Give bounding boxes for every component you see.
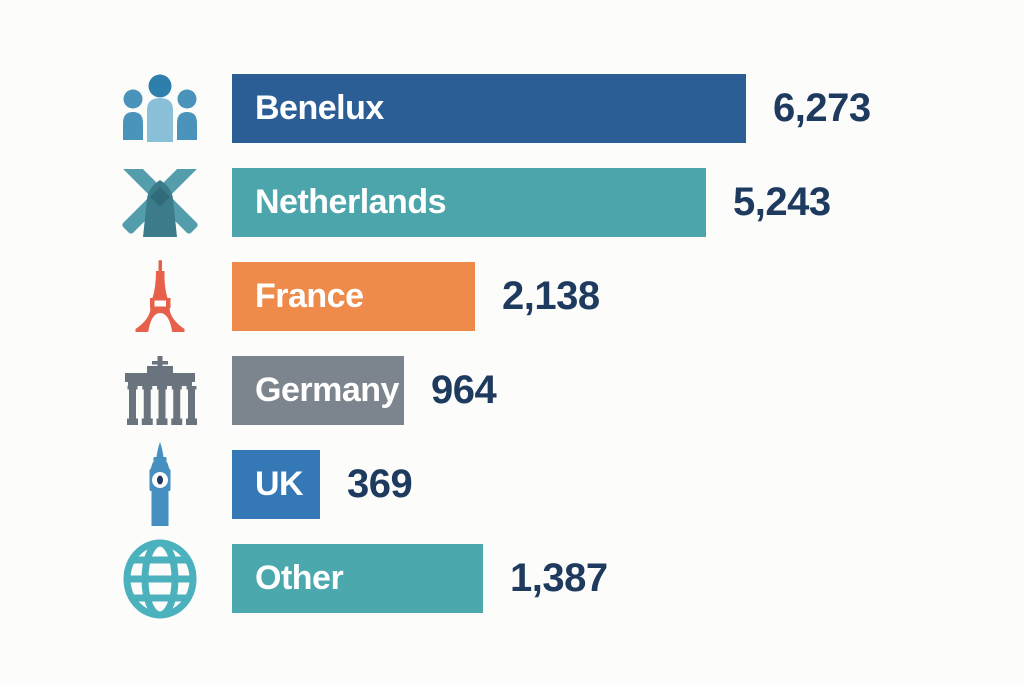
big-ben-icon <box>110 441 210 526</box>
chart-row-germany: Germany 964 <box>110 355 1024 425</box>
bar: Other <box>232 544 483 613</box>
bar: Germany <box>232 356 404 425</box>
bar: UK <box>232 450 320 519</box>
chart-row-other: Other 1,387 <box>110 539 1024 618</box>
bar-chart: Benelux 6,273 Netherlands 5,243 <box>110 74 1024 618</box>
chart-row-benelux: Benelux 6,273 <box>110 74 1024 143</box>
chart-row-france: France 2,138 <box>110 259 1024 332</box>
bar-value: 6,273 <box>773 86 871 130</box>
people-group-icon <box>110 74 210 143</box>
bar: Benelux <box>232 74 746 143</box>
bar-value: 1,387 <box>510 556 608 600</box>
chart-row-uk: UK 369 <box>110 441 1024 526</box>
globe-icon <box>110 539 210 618</box>
windmill-icon <box>110 168 210 237</box>
bar-value: 369 <box>347 462 413 506</box>
bar-label: France <box>255 277 364 315</box>
bar-value: 5,243 <box>733 180 831 224</box>
bar-label: UK <box>255 465 304 503</box>
eiffel-tower-icon <box>110 259 210 332</box>
brandenburg-gate-icon <box>110 355 210 425</box>
bar: Netherlands <box>232 168 706 237</box>
chart-row-netherlands: Netherlands 5,243 <box>110 168 1024 237</box>
bar-label: Germany <box>255 371 399 409</box>
bar-value: 964 <box>431 368 497 412</box>
bar: France <box>232 262 475 331</box>
bar-label: Other <box>255 559 344 597</box>
bar-label: Netherlands <box>255 183 447 221</box>
bar-label: Benelux <box>255 89 384 127</box>
bar-value: 2,138 <box>502 274 600 318</box>
